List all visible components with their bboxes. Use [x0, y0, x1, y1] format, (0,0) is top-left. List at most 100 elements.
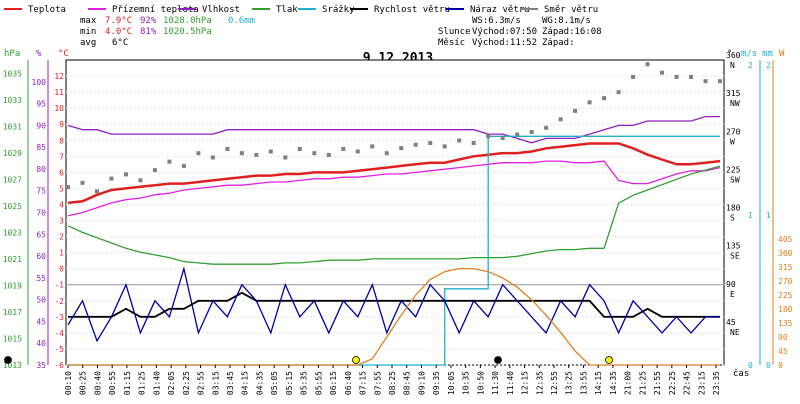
- stat-avg-temp: 6°C: [112, 38, 128, 48]
- x-tick-label: 04:35: [256, 371, 265, 395]
- series-p-zemn-teplota: [67, 160, 721, 217]
- moon-set: Západ:: [542, 38, 575, 48]
- x-axis-label: čas: [733, 368, 749, 379]
- wind-direction-point: [457, 138, 462, 143]
- wind-direction-point: [370, 144, 375, 149]
- legend-label-5: Rychlost větru: [374, 5, 450, 15]
- x-tick-label: 05:55: [314, 371, 323, 395]
- hpa-tick: 1013: [3, 361, 22, 370]
- x-tick-label: 12:15: [521, 371, 530, 395]
- celsius-tick: 0: [59, 265, 64, 274]
- hpa-axis-label: hPa: [4, 49, 20, 59]
- x-tick-label: 14:35: [609, 371, 618, 395]
- x-tick-label: 23:15: [697, 371, 706, 395]
- celsius-tick: 12: [54, 72, 64, 81]
- hpa-tick: 1023: [3, 228, 22, 237]
- x-tick-label: 21:00: [624, 371, 633, 395]
- wind-direction-point: [442, 144, 447, 149]
- wind-direction-point: [428, 141, 433, 146]
- celsius-tick: -3: [54, 313, 64, 322]
- celsius-tick: -1: [54, 281, 64, 290]
- x-tick-label: 12:35: [535, 371, 544, 395]
- stat-avg-label: avg: [80, 38, 96, 48]
- direction-name-tick: N: [730, 61, 735, 70]
- wind-direction-point: [94, 189, 99, 194]
- legend-label-3: Tlak: [276, 5, 298, 15]
- series-teplota: [67, 142, 721, 205]
- x-tick-label: 02:05: [167, 371, 176, 395]
- x-tick-label: 13:25: [565, 371, 574, 395]
- wind-direction-point: [399, 146, 404, 151]
- x-tick-label: 03:45: [226, 371, 235, 395]
- direction-deg-tick: 180: [726, 204, 741, 213]
- celsius-tick: 6: [59, 168, 64, 177]
- solar-tick: 90: [778, 333, 788, 342]
- mm-axis-label: mm: [762, 49, 773, 59]
- wind-direction-point: [225, 146, 230, 151]
- wind-direction-point: [703, 79, 708, 84]
- wind-direction-point: [631, 74, 636, 79]
- x-tick-label: 23:35: [712, 371, 721, 395]
- hpa-tick: 1021: [3, 255, 22, 264]
- wind-direction-point: [109, 176, 114, 181]
- celsius-tick: 3: [59, 217, 64, 226]
- wind-direction-point: [341, 146, 346, 151]
- hpa-tick: 1015: [3, 334, 22, 343]
- wind-direction-point: [674, 74, 679, 79]
- wind-direction-point: [283, 155, 288, 160]
- percent-tick: 95: [36, 100, 46, 109]
- hpa-tick: 1025: [3, 202, 22, 211]
- x-tick-label: 00:40: [94, 371, 103, 395]
- sun-set: Západ:16:08: [542, 27, 602, 37]
- legend-label-1: Přízemní teplota: [112, 5, 199, 15]
- x-tick-label: 07:55: [373, 371, 382, 395]
- direction-deg-tick: 270: [726, 127, 741, 136]
- stat-max-temp: 7.9°C: [105, 16, 132, 26]
- wind-direction-point: [413, 142, 418, 147]
- wind-direction-point: [645, 62, 650, 67]
- stat-max-rain: 0.6mm: [228, 16, 255, 26]
- celsius-tick: -4: [54, 329, 64, 338]
- hpa-tick: 1019: [3, 281, 22, 290]
- series-vlhkost: [67, 115, 720, 144]
- direction-name-tick: E: [730, 290, 735, 299]
- x-tick-label: 05:05: [270, 371, 279, 395]
- direction-name-tick: NW: [730, 99, 740, 108]
- wind-direction-point: [602, 96, 607, 101]
- x-tick-label: 21:25: [638, 371, 647, 395]
- wind-tick: 2: [748, 61, 753, 70]
- celsius-tick: 9: [59, 120, 64, 129]
- wind-direction-point: [138, 178, 143, 183]
- series-n-raz-v-tru: [67, 266, 720, 343]
- hpa-tick: 1027: [3, 175, 22, 184]
- sun-rise: Východ:07:50: [472, 27, 537, 37]
- percent-tick: 75: [36, 187, 46, 196]
- x-tick-label: 06:15: [329, 371, 338, 395]
- solar-tick: 45: [778, 347, 788, 356]
- stat-max-label: max: [80, 16, 97, 26]
- moon-rise: Východ:11:52: [472, 38, 537, 48]
- x-tick-label: 01:40: [152, 371, 161, 395]
- series-layer: [4, 62, 722, 366]
- x-tick-label: 06:40: [344, 371, 353, 395]
- sunset-marker: [605, 356, 613, 364]
- wind-direction-point: [268, 149, 273, 154]
- percent-tick: 85: [36, 143, 46, 152]
- moon-marker: [4, 356, 12, 364]
- sun-label: Slunce: [438, 27, 471, 37]
- percent-tick: 55: [36, 274, 46, 283]
- direction-axis-label: °: [727, 49, 732, 59]
- legend-label-0: Teplota: [28, 5, 66, 15]
- x-tick-label: 09:35: [432, 371, 441, 395]
- percent-tick: 50: [36, 296, 46, 305]
- x-tick-label: 02:25: [182, 371, 191, 395]
- x-tick-label: 01:15: [123, 371, 132, 395]
- direction-name-tick: SE: [730, 252, 740, 261]
- wind-direction-point: [500, 135, 505, 140]
- celsius-tick: 11: [54, 88, 64, 97]
- wind-direction-point: [196, 151, 201, 156]
- x-tick-label: 02:55: [197, 371, 206, 395]
- wind-direction-point: [718, 79, 722, 84]
- x-axis-ticks: 00:10 00:25 00:40 00:55 01:15 01:25 01:40 02:05…: [64, 365, 721, 395]
